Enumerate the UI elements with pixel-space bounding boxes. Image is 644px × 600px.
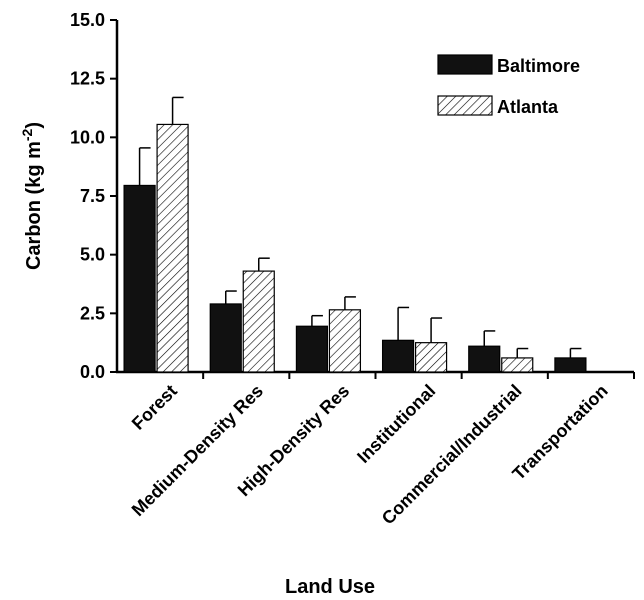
bar-atlanta [328,309,362,373]
y-tick-label: 15.0 [70,10,105,30]
bar-atlanta [414,342,448,373]
y-axis-title: Carbon (kg m-2) [19,122,45,270]
y-axis-title-close: ) [23,122,45,129]
bar-baltimore [381,339,415,373]
y-tick-label: 2.5 [80,303,105,323]
bar-atlanta [242,270,275,373]
y-axis-title-main: Carbon (kg m [23,141,45,270]
y-tick-label: 7.5 [80,186,105,206]
bar-baltimore [295,325,329,373]
legend-label-atlanta: Atlanta [497,97,559,117]
bar-atlanta [156,123,189,373]
bar-baltimore [209,303,242,373]
legend-swatch-baltimore [437,54,493,75]
bar-atlanta [501,357,534,373]
y-tick-label: 5.0 [80,245,105,265]
x-tick-label: Forest [128,381,181,434]
x-axis-title: Land Use [285,576,375,598]
legend-label-baltimore: Baltimore [497,56,580,76]
bar-baltimore [123,184,156,373]
bar-baltimore [468,345,501,373]
legend: Baltimore Atlanta [437,54,580,117]
x-tick-label: Commercial/Industrial [378,381,526,529]
x-tick-label: Institutional [353,381,439,467]
legend-swatch-atlanta [437,95,493,116]
y-axis-title-sup: -2 [19,128,35,141]
y-tick-label: 0.0 [80,362,105,382]
bar-baltimore [554,357,587,373]
y-tick-label: 12.5 [70,69,105,89]
y-tick-label: 10.0 [70,127,105,147]
plot-area: 0.02.55.07.510.012.515.0ForestMedium-Den… [70,10,635,529]
